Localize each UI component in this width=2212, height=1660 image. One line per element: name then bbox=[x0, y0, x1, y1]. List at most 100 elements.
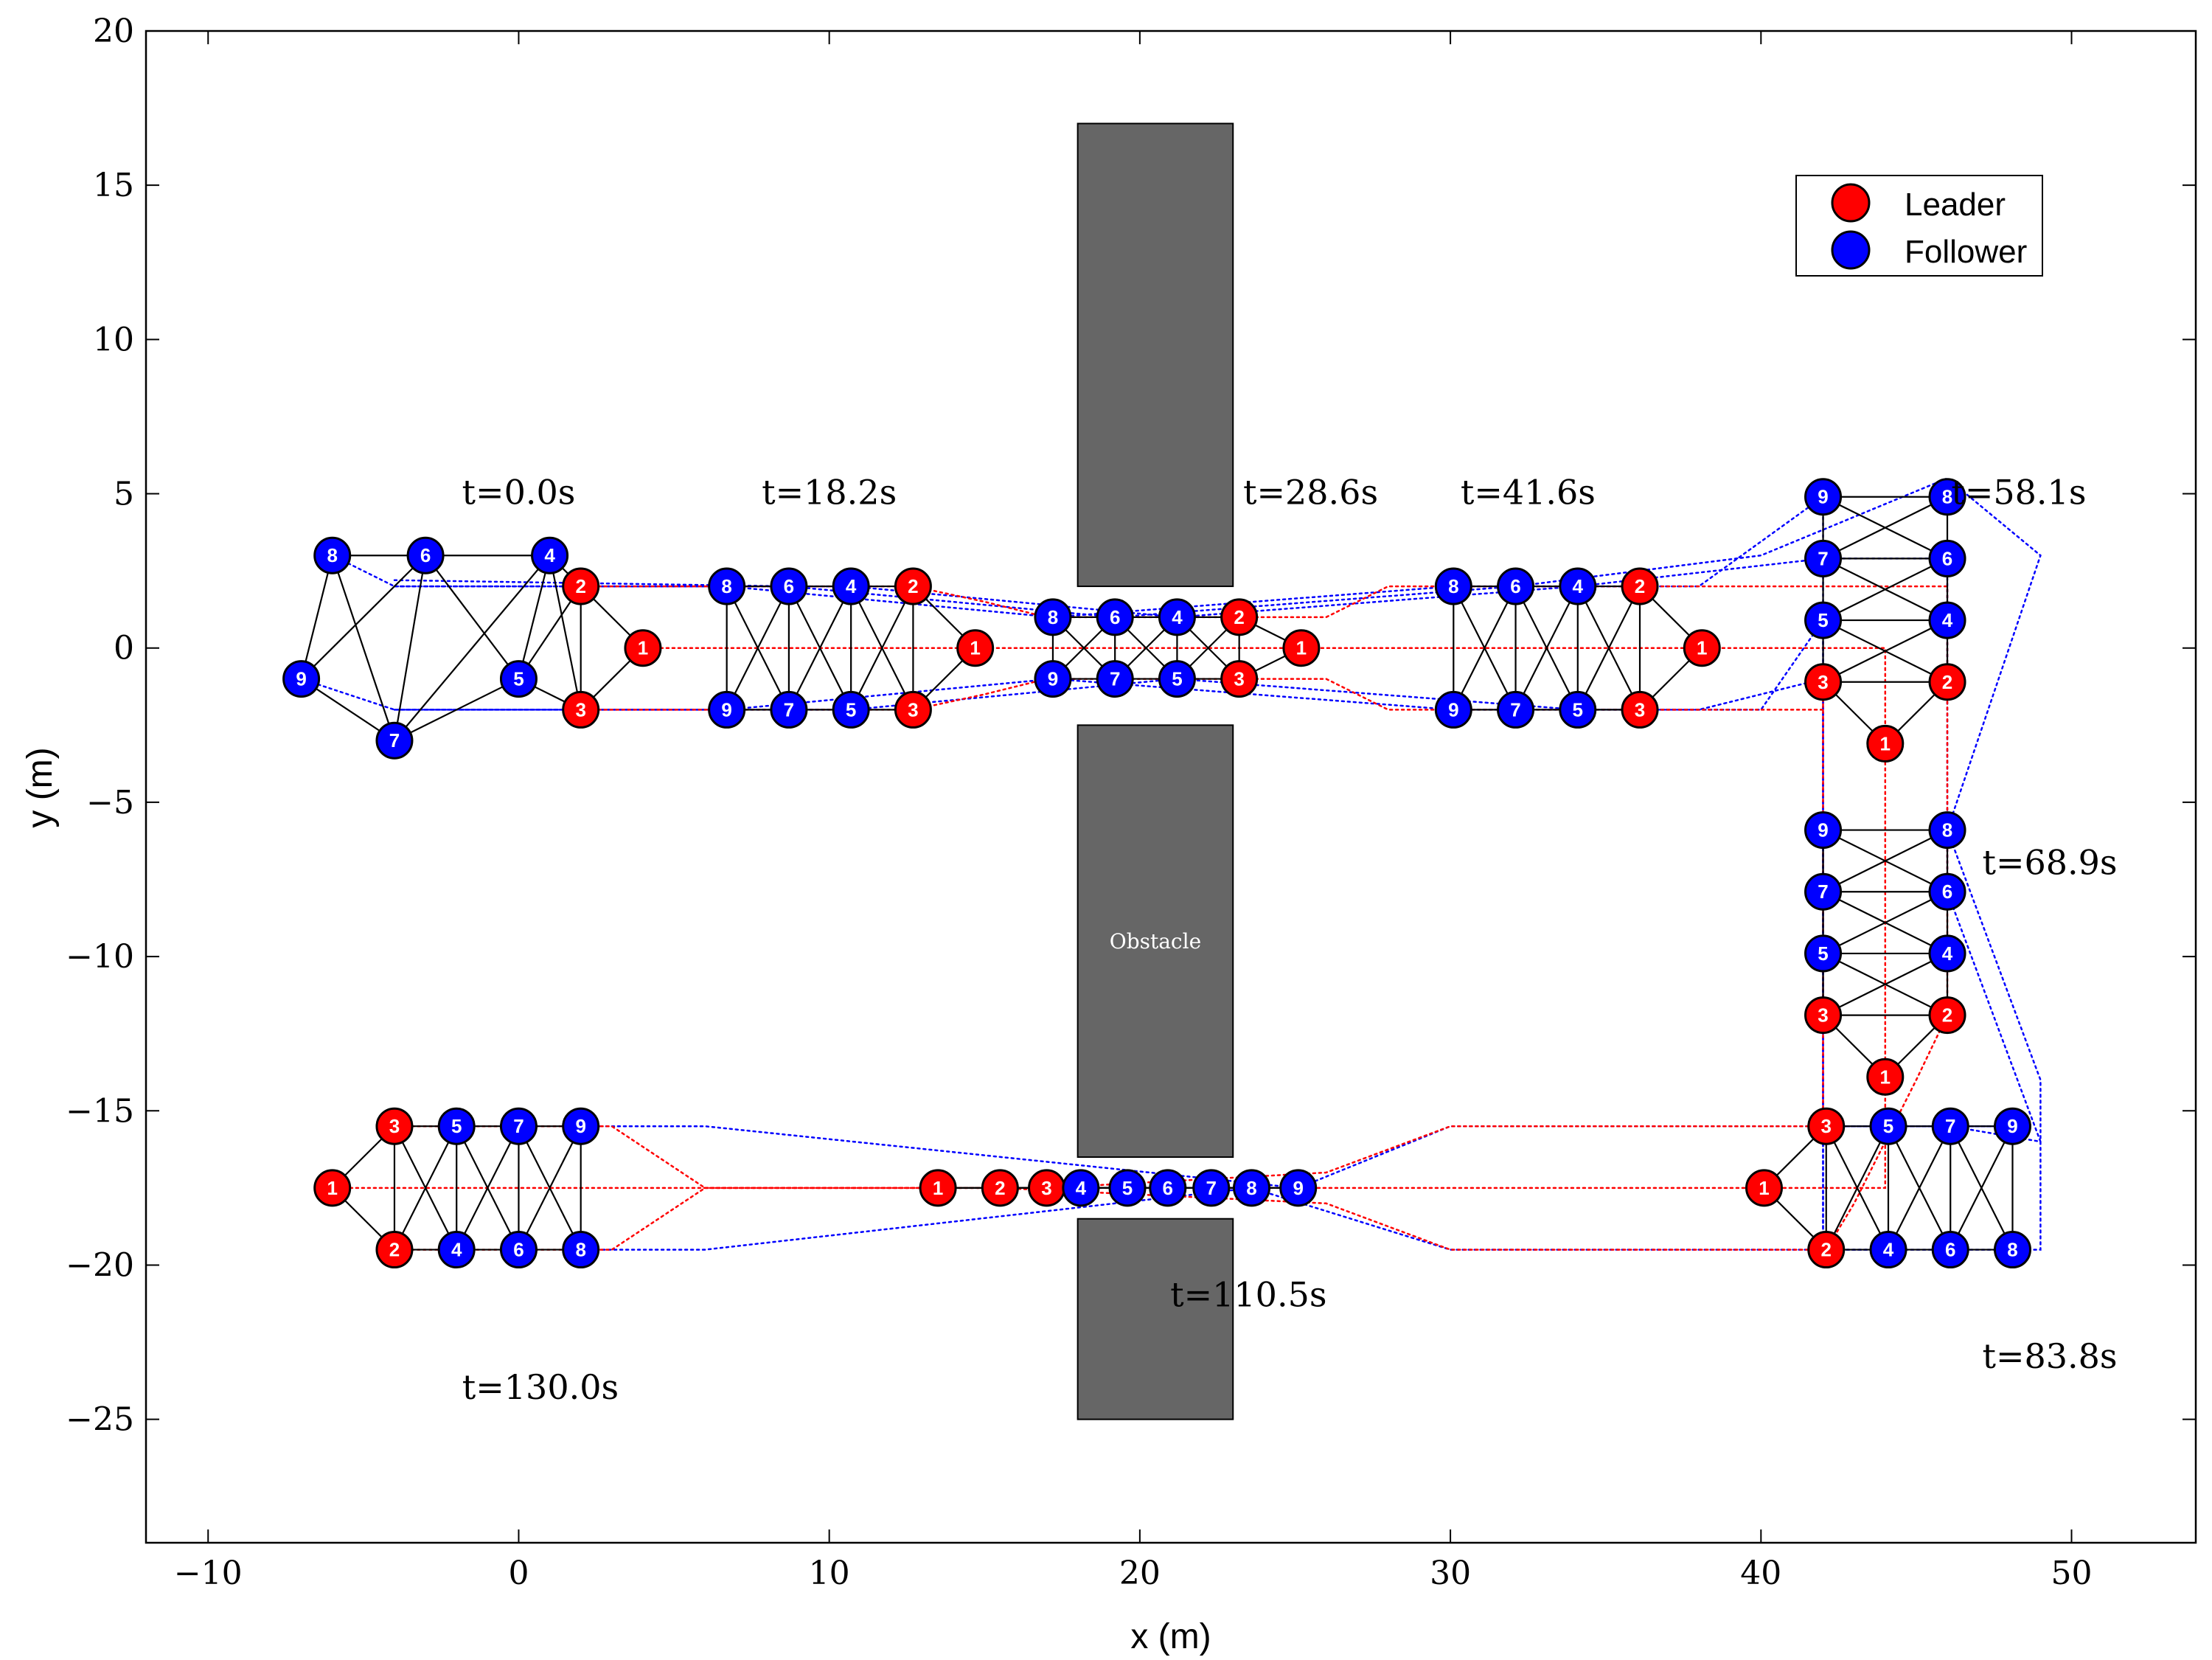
node-marker bbox=[1804, 663, 1843, 701]
y-tick-label: 20 bbox=[93, 13, 134, 50]
y-axis-label: y (m) bbox=[21, 747, 60, 827]
node-marker bbox=[1804, 996, 1843, 1035]
formation-edge bbox=[1514, 586, 1579, 710]
follower-node-8: 8 bbox=[1993, 1231, 2031, 1269]
leader-node-3: 3 bbox=[1220, 660, 1259, 698]
follower-node-9: 9 bbox=[1993, 1107, 2031, 1145]
node-marker bbox=[1096, 598, 1134, 636]
node-marker bbox=[1559, 567, 1597, 605]
node-number: 2 bbox=[1234, 606, 1244, 628]
node-marker bbox=[1559, 690, 1597, 729]
node-number: 1 bbox=[933, 1177, 943, 1199]
formation-edge bbox=[1888, 1125, 1952, 1251]
plot-frame bbox=[145, 29, 2197, 1544]
node-number: 6 bbox=[1942, 881, 1952, 903]
node-number: 6 bbox=[784, 575, 794, 597]
node-number: 6 bbox=[1945, 1239, 1955, 1261]
node-marker bbox=[1804, 934, 1843, 973]
leader-node-2: 2 bbox=[1220, 598, 1259, 636]
node-number: 4 bbox=[1883, 1239, 1894, 1261]
node-number: 8 bbox=[721, 575, 731, 597]
node-marker bbox=[1993, 1231, 2031, 1269]
obstacles-layer: Obstacle bbox=[1077, 122, 1234, 1420]
follower-node-7: 7 bbox=[1096, 660, 1134, 698]
legend-leader-label: Leader bbox=[1905, 187, 2006, 223]
leader-node-2: 2 bbox=[1928, 663, 1966, 701]
node-number: 5 bbox=[513, 668, 524, 690]
node-number: 3 bbox=[1635, 698, 1645, 720]
legend: Leader Follower bbox=[1795, 175, 2043, 277]
follower-node-6: 6 bbox=[1928, 539, 1966, 577]
node-marker bbox=[708, 690, 746, 729]
follower-node-5: 5 bbox=[1158, 660, 1196, 698]
node-marker bbox=[1282, 629, 1321, 667]
node-marker bbox=[1804, 601, 1843, 639]
node-number: 6 bbox=[1942, 547, 1952, 569]
node-marker bbox=[1928, 811, 1966, 850]
formation-edge bbox=[331, 555, 396, 741]
node-number: 1 bbox=[970, 637, 980, 659]
node-number: 8 bbox=[1942, 486, 1952, 508]
node-marker bbox=[1497, 567, 1535, 605]
time-label-7: t=83.8s bbox=[1982, 1336, 2117, 1376]
node-marker bbox=[894, 690, 932, 729]
follower-node-4: 4 bbox=[1928, 934, 1966, 973]
node-marker bbox=[1804, 811, 1843, 850]
follower-node-6: 6 bbox=[499, 1231, 538, 1269]
node-number: 1 bbox=[1697, 637, 1707, 659]
node-marker bbox=[832, 567, 870, 605]
node-number: 3 bbox=[908, 698, 918, 720]
node-number: 6 bbox=[1163, 1177, 1173, 1199]
follower-node-8: 8 bbox=[1233, 1169, 1271, 1207]
node-marker bbox=[919, 1169, 957, 1207]
node-marker bbox=[1108, 1169, 1147, 1207]
node-number: 9 bbox=[1293, 1177, 1303, 1199]
formation-edge bbox=[726, 586, 790, 710]
leader-node-3: 3 bbox=[894, 690, 932, 729]
node-number: 4 bbox=[451, 1239, 462, 1261]
node-marker bbox=[1928, 539, 1966, 577]
node-number: 4 bbox=[1942, 609, 1953, 631]
leader-node-1: 1 bbox=[624, 629, 662, 667]
node-number: 2 bbox=[389, 1239, 400, 1261]
formation-edge bbox=[393, 1125, 458, 1251]
y-tick-label: −10 bbox=[66, 938, 134, 976]
node-marker bbox=[1233, 1169, 1271, 1207]
leader-node-1: 1 bbox=[1282, 629, 1321, 667]
node-number: 9 bbox=[2007, 1115, 2017, 1137]
node-number: 8 bbox=[1048, 606, 1058, 628]
leader-trajectory-1 bbox=[331, 647, 1887, 1190]
node-number: 1 bbox=[1759, 1177, 1769, 1199]
node-marker bbox=[1928, 663, 1966, 701]
node-marker bbox=[624, 629, 662, 667]
node-number: 7 bbox=[389, 729, 400, 751]
follower-node-8: 8 bbox=[562, 1231, 600, 1269]
follower-node-7: 7 bbox=[1804, 872, 1843, 911]
formation-edge bbox=[1823, 952, 1948, 1016]
node-number: 7 bbox=[1945, 1115, 1955, 1137]
node-marker bbox=[437, 1107, 476, 1145]
leader-node-2: 2 bbox=[1807, 1231, 1846, 1269]
leader-node-1: 1 bbox=[1683, 629, 1721, 667]
node-number: 4 bbox=[1076, 1177, 1087, 1199]
node-number: 3 bbox=[1821, 1115, 1832, 1137]
follower-node-5: 5 bbox=[499, 660, 538, 698]
follower-node-6: 6 bbox=[406, 536, 445, 574]
follower-node-4: 4 bbox=[1062, 1169, 1100, 1207]
leader-node-1: 1 bbox=[1745, 1169, 1784, 1207]
follower-node-6: 6 bbox=[770, 567, 808, 605]
formation-edge bbox=[393, 555, 427, 741]
time-label-1: t=0.0s bbox=[462, 473, 576, 513]
x-tick-label: 20 bbox=[1119, 1555, 1161, 1592]
leader-node-3: 3 bbox=[1804, 996, 1843, 1035]
node-marker bbox=[499, 660, 538, 698]
node-marker bbox=[770, 690, 808, 729]
node-number: 8 bbox=[1942, 819, 1952, 841]
node-number: 9 bbox=[296, 668, 306, 690]
y-tick-label: 5 bbox=[114, 476, 134, 513]
node-number: 4 bbox=[1573, 575, 1584, 597]
node-number: 6 bbox=[1510, 575, 1520, 597]
follower-node-9: 9 bbox=[1804, 478, 1843, 516]
node-marker bbox=[562, 690, 600, 729]
leader-node-1: 1 bbox=[313, 1169, 352, 1207]
